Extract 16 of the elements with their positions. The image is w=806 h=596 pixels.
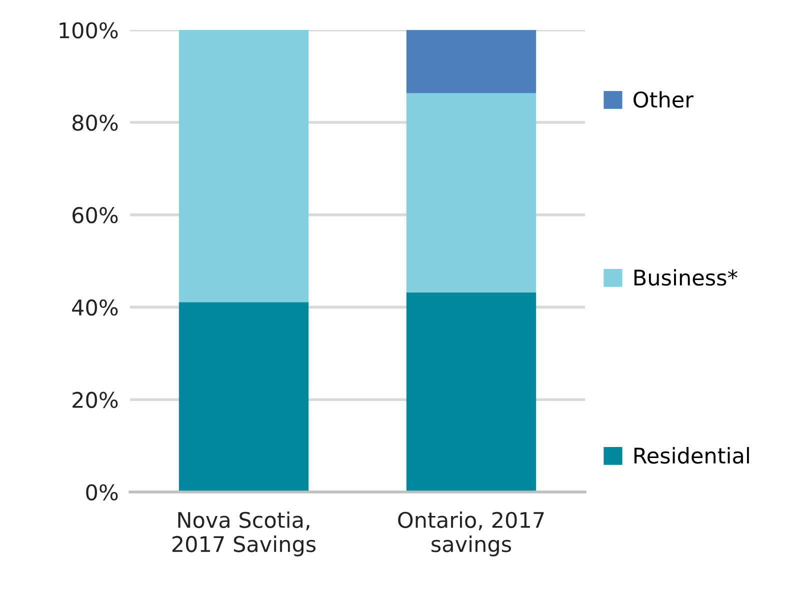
x-tick-label: Nova Scotia, 2017 Savings xyxy=(172,511,316,556)
y-tick-label: 60% xyxy=(72,207,118,224)
legend-label: Other xyxy=(634,91,694,108)
y-tick-label: 20% xyxy=(72,392,118,408)
bar xyxy=(178,302,309,492)
bar xyxy=(406,30,536,94)
y-tick-label: 80% xyxy=(72,114,118,131)
legend-label: Business* xyxy=(634,269,738,286)
legend-label: Residential xyxy=(634,447,749,464)
bar xyxy=(406,93,536,292)
y-tick-label: 0% xyxy=(86,484,118,500)
y-tick-label: 40% xyxy=(72,299,118,316)
x-tick-label: Ontario, 2017 savings xyxy=(398,511,544,556)
bar xyxy=(406,292,536,492)
y-tick-label: 100% xyxy=(60,22,118,38)
bar xyxy=(178,30,309,302)
